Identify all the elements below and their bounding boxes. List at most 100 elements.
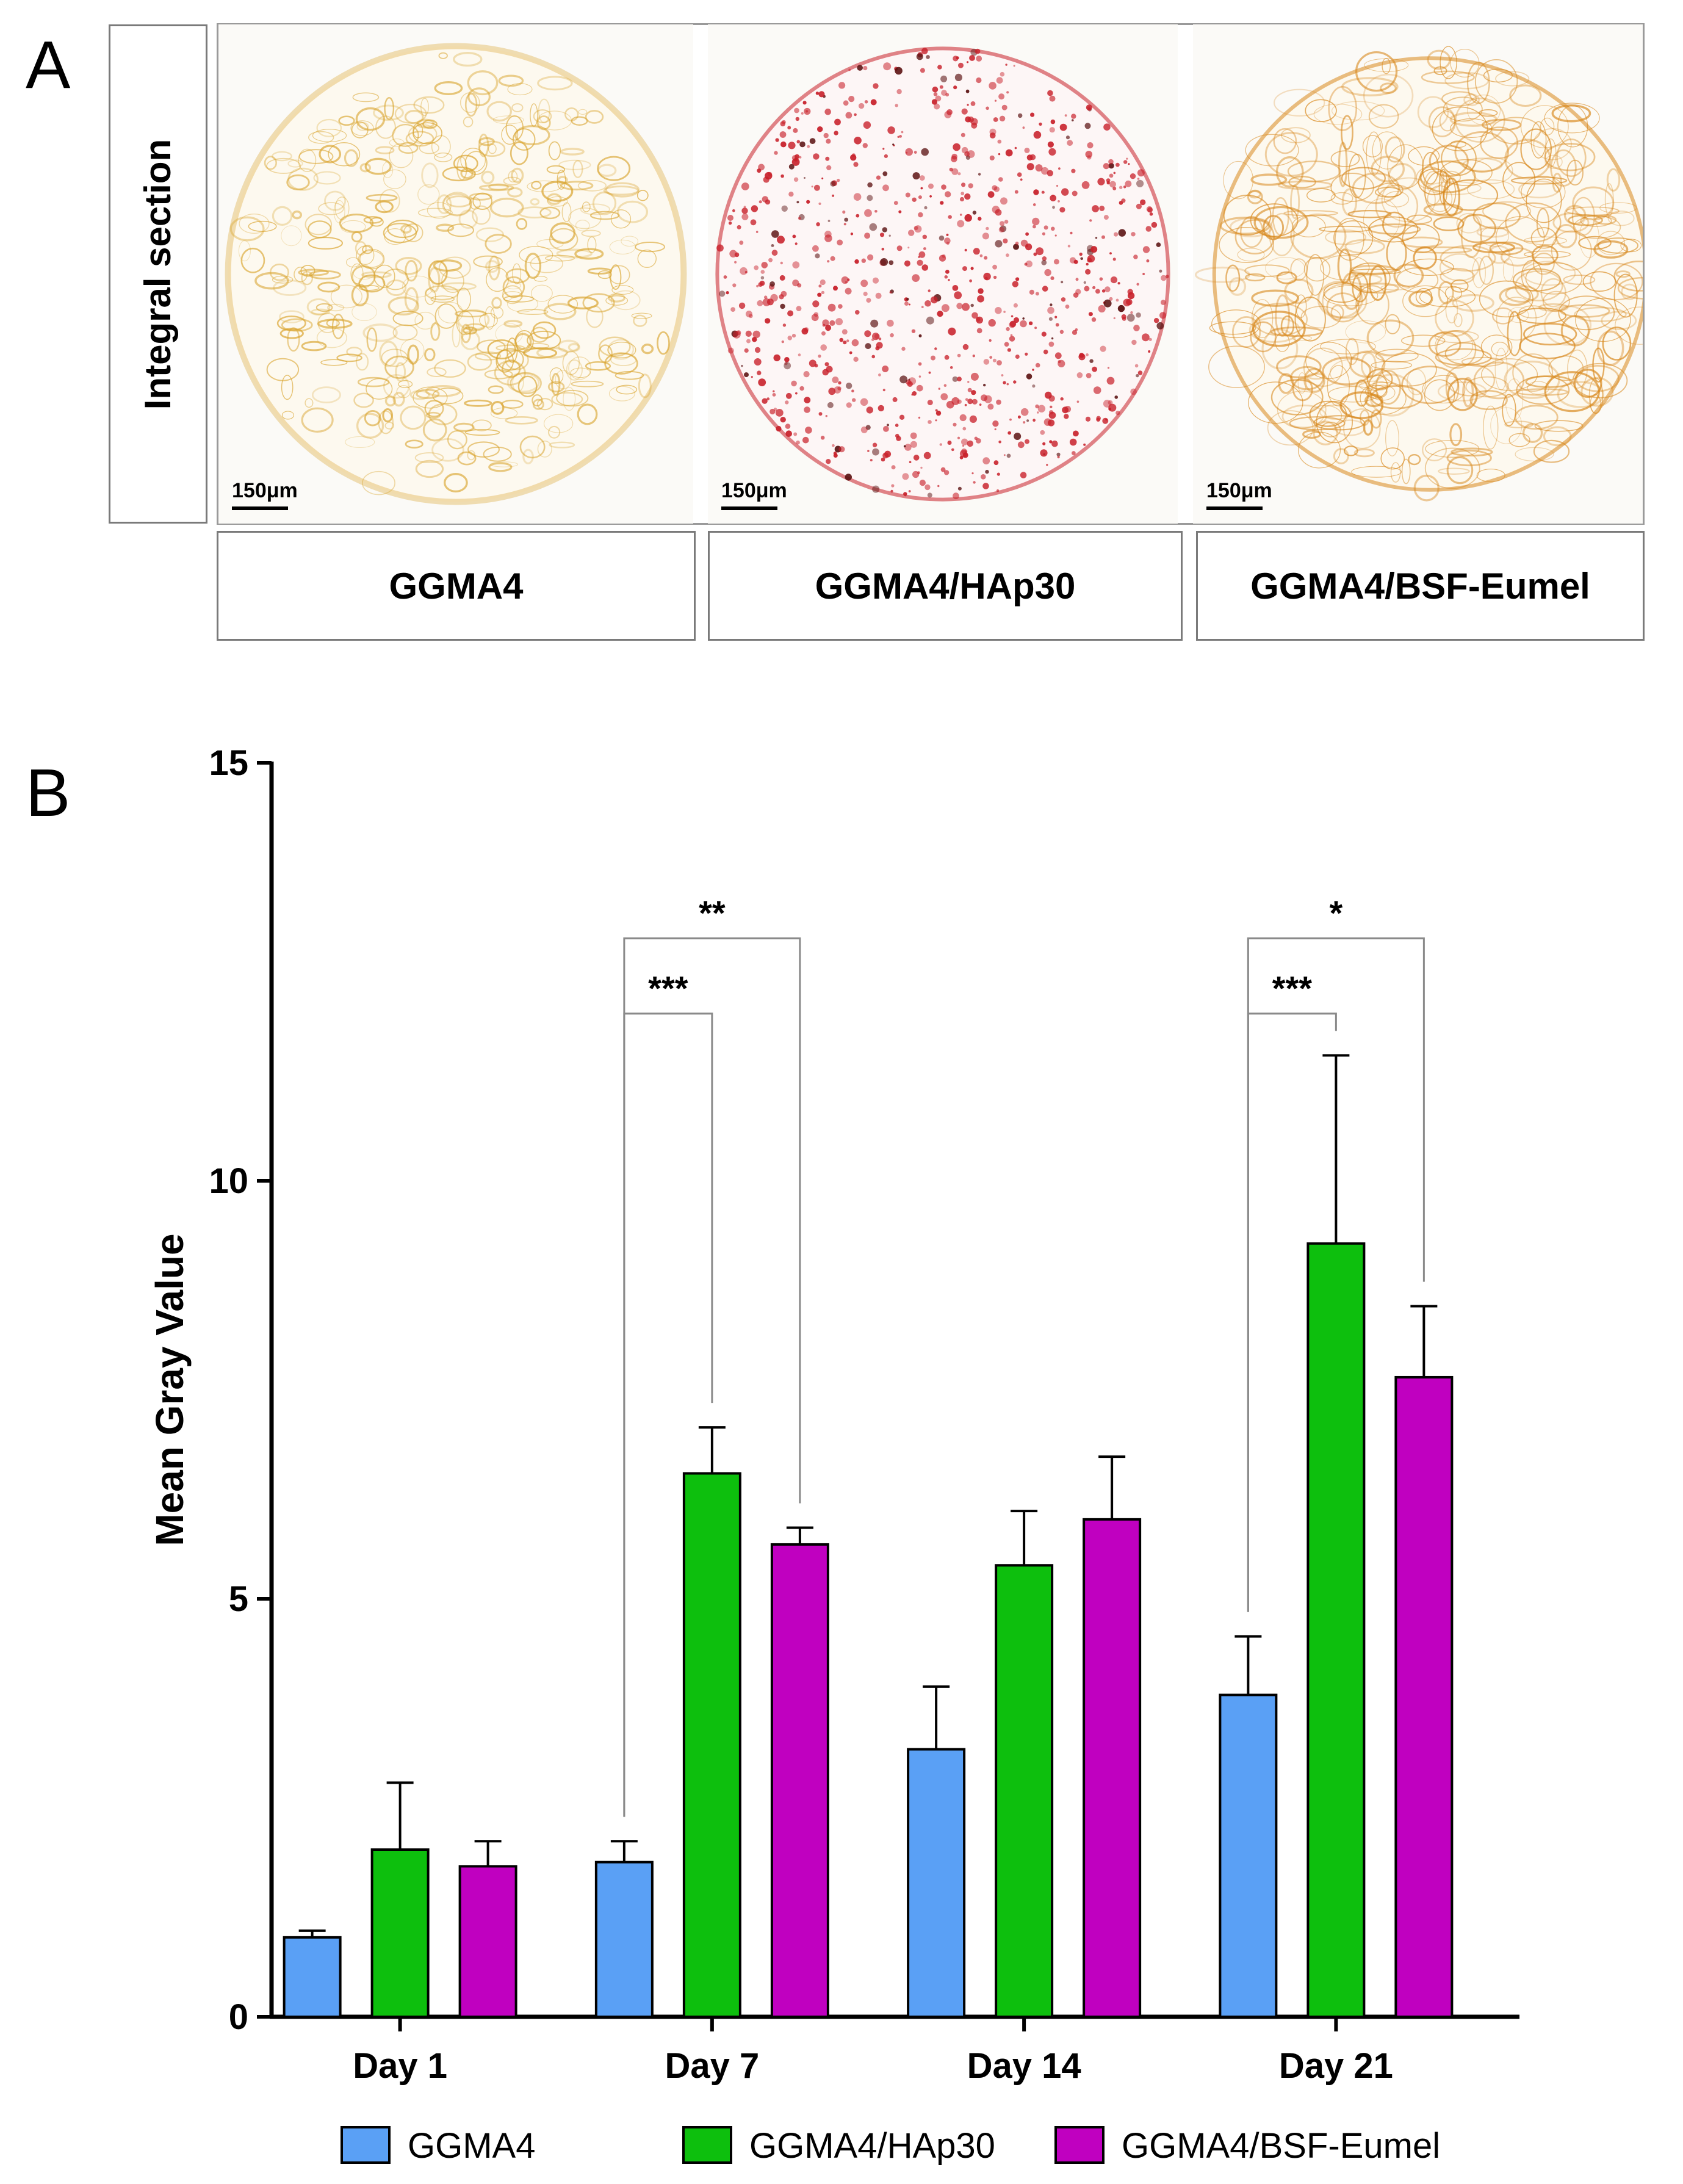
stain-speck — [824, 362, 829, 367]
stain-speck — [887, 423, 889, 427]
stain-fibre — [527, 180, 561, 192]
stain-fibre — [379, 189, 400, 213]
stain-speck — [987, 191, 995, 198]
stain-fibre — [1443, 177, 1461, 217]
stain-speck — [872, 333, 880, 341]
stain-speck — [1071, 114, 1076, 119]
stain-fibre — [447, 430, 467, 450]
stain-speck — [1043, 225, 1048, 230]
stain-fibre — [1413, 474, 1440, 502]
stain-speck — [1088, 312, 1093, 317]
stain-speck — [895, 104, 898, 107]
stain-speck — [959, 214, 962, 216]
stain-fibre — [1313, 420, 1338, 445]
stain-fibre — [444, 473, 468, 492]
stain-speck — [1050, 276, 1054, 280]
stain-fibre — [1620, 239, 1642, 253]
scale-bar-label: 150μm — [1206, 479, 1272, 502]
stain-fibre — [1502, 162, 1536, 199]
stain-speck — [887, 319, 894, 327]
stain-speck — [1030, 112, 1035, 117]
stain-speck — [1056, 184, 1059, 187]
stain-speck — [1001, 374, 1004, 377]
stain-speck — [1039, 122, 1042, 126]
stain-speck — [964, 214, 972, 222]
stain-fibre — [1440, 159, 1493, 186]
stain-fibre — [503, 295, 535, 303]
stain-fibre — [455, 310, 487, 318]
stain-speck — [861, 258, 866, 263]
stain-fibre — [547, 381, 565, 393]
stain-fibre — [1322, 356, 1372, 386]
stain-speck — [875, 346, 880, 351]
stain-speck — [905, 148, 913, 156]
stain-fibre — [1341, 77, 1399, 97]
stain-speck — [866, 298, 871, 303]
stain-speck — [760, 270, 765, 274]
stain-fibre — [356, 413, 384, 439]
stain-fibre — [1422, 438, 1447, 461]
stain-fibre — [345, 436, 375, 449]
stain-fibre — [1363, 73, 1414, 118]
stain-fibre — [1530, 121, 1547, 159]
stain-speck — [1109, 181, 1116, 188]
stain-fibre — [1380, 284, 1410, 290]
stain-fibre — [386, 279, 407, 297]
stain-speck — [1092, 366, 1097, 372]
stain-speck — [977, 295, 984, 303]
scale-bar-ggma4-bsf-eumel: 150μm — [1206, 479, 1272, 510]
stain-fibre — [568, 207, 602, 229]
stain-speck — [781, 205, 788, 212]
stain-speck — [1003, 454, 1006, 456]
stain-speck — [1071, 168, 1076, 173]
stain-fibre — [1463, 93, 1480, 107]
stain-speck — [864, 209, 872, 217]
stain-speck — [719, 290, 726, 297]
stain-fibre — [238, 240, 251, 262]
stain-fibre — [1522, 423, 1543, 444]
stain-fibre — [604, 352, 638, 375]
stain-fibre — [605, 182, 640, 198]
stain-speck — [1004, 220, 1009, 224]
stain-speck — [1043, 349, 1048, 355]
stain-fibre — [1380, 82, 1397, 94]
stain-speck — [1054, 315, 1058, 319]
stain-speck — [918, 362, 922, 366]
stain-speck — [1084, 123, 1091, 129]
stain-fibre — [1303, 257, 1331, 282]
stain-speck — [952, 285, 959, 291]
stain-fibre — [1277, 180, 1333, 190]
stain-speck — [914, 151, 917, 154]
stain-speck — [787, 310, 794, 317]
stain-speck — [833, 286, 838, 291]
stain-speck — [1075, 328, 1078, 331]
stain-fibre — [366, 193, 398, 202]
stain-fibre — [1333, 220, 1374, 256]
stain-speck — [989, 82, 996, 90]
stain-speck — [1079, 252, 1083, 256]
stain-speck — [1147, 207, 1153, 213]
stain-fibre — [1380, 447, 1405, 470]
stain-speck — [1061, 188, 1069, 196]
stain-fibre — [1615, 270, 1631, 278]
stain-speck — [1095, 289, 1100, 294]
stain-speck — [1123, 186, 1126, 189]
stain-speck — [891, 465, 896, 470]
stain-speck — [1073, 259, 1078, 264]
stain-speck — [1061, 281, 1064, 284]
stain-speck — [875, 292, 882, 299]
stain-speck — [993, 117, 998, 122]
stain-speck — [1003, 238, 1008, 243]
stain-speck — [1085, 268, 1091, 275]
stain-fibre — [398, 142, 419, 154]
y-tick-label: 0 — [229, 1997, 248, 2037]
stain-fibre — [366, 378, 393, 400]
stain-speck — [984, 276, 988, 280]
stain-speck — [1054, 234, 1057, 237]
stain-fibre — [1505, 202, 1562, 243]
stain-speck — [912, 172, 920, 180]
stain-speck — [1040, 449, 1048, 457]
stain-fibre — [460, 330, 480, 350]
stain-speck — [1106, 377, 1115, 385]
stain-fibre — [1277, 391, 1327, 429]
